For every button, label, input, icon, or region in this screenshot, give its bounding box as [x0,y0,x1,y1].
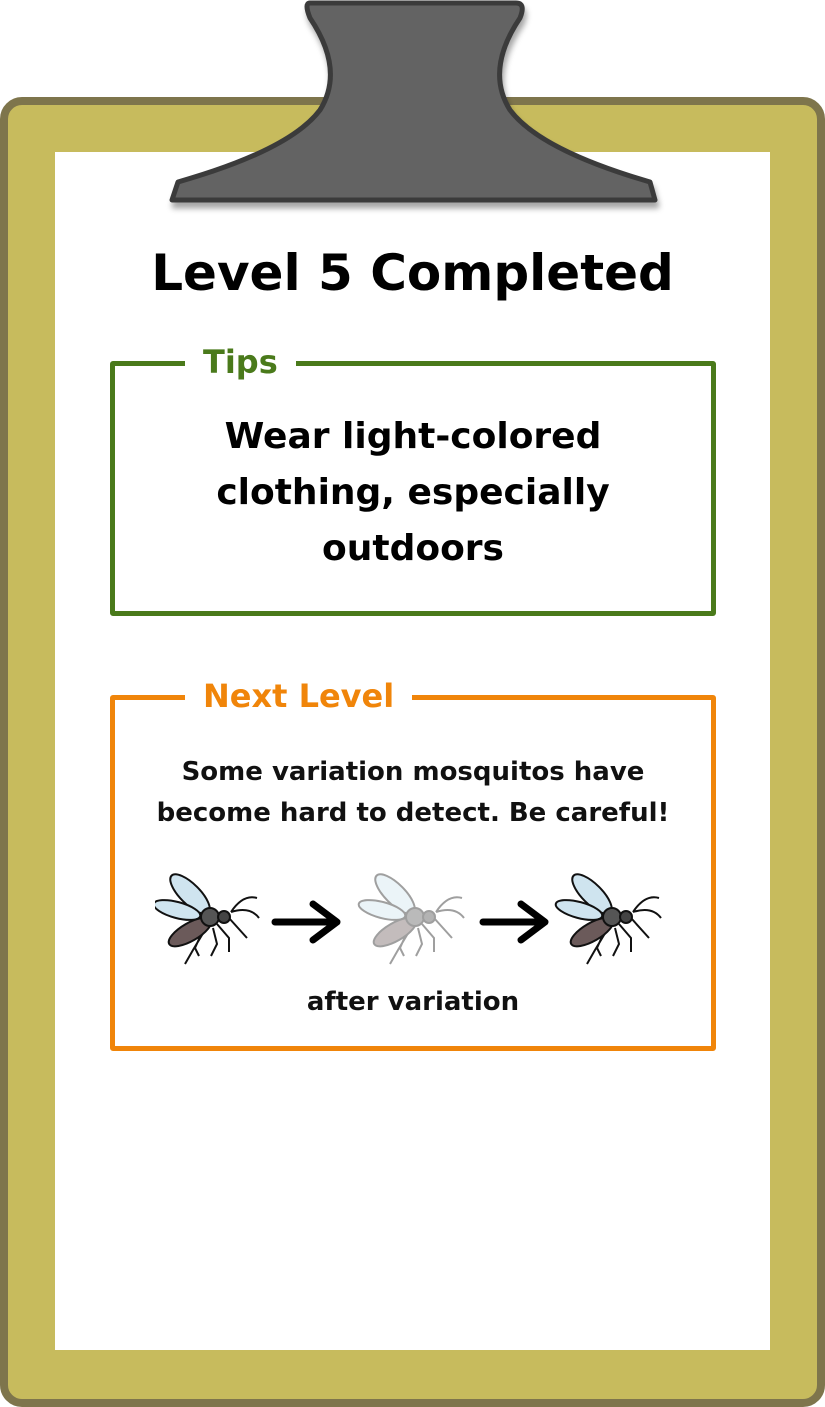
tips-legend: Tips [185,342,296,382]
variation-sequence [155,872,662,965]
arrow-right-icon [483,904,545,940]
mosquito-icon [552,872,662,965]
tips-panel: Tips Wear light-colored clothing, especi… [110,342,716,616]
clipboard-clip-icon [169,0,658,203]
tips-text: Wear light-colored clothing, especially … [216,416,610,569]
faded-mosquito-icon [355,872,465,965]
next-level-legend: Next Level [185,676,413,716]
arrow-right-icon [275,904,337,940]
mosquito-icon [155,872,260,965]
next-level-description: Some variation mosquitos have become har… [156,757,670,828]
variation-caption: after variation [306,987,520,1017]
page-title: Level 5 Completed [151,244,674,302]
paper-sheet [55,152,770,1350]
next-level-panel: Next Level Some variation mosquitos have… [110,676,716,1051]
